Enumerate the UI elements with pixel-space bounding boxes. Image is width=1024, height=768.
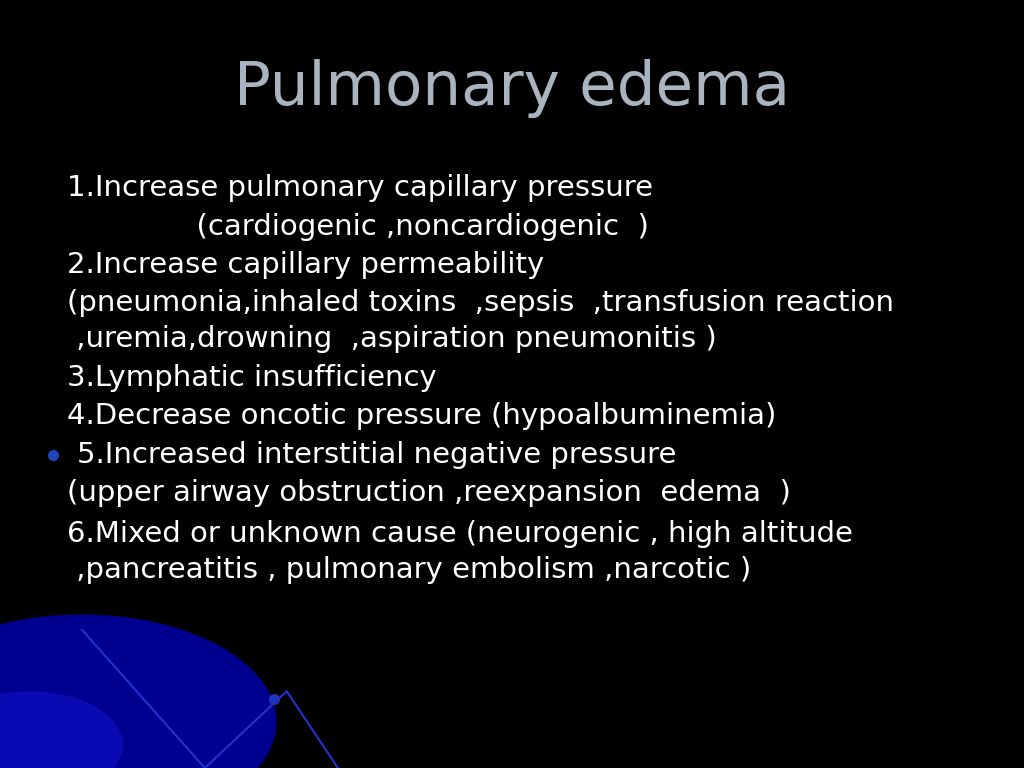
Text: (pneumonia,inhaled toxins  ,sepsis  ,transfusion reaction: (pneumonia,inhaled toxins ,sepsis ,trans… bbox=[67, 290, 894, 317]
Text: (cardiogenic ,noncardiogenic  ): (cardiogenic ,noncardiogenic ) bbox=[67, 213, 648, 240]
Ellipse shape bbox=[0, 691, 123, 768]
Text: 4.Decrease oncotic pressure (hypoalbuminemia): 4.Decrease oncotic pressure (hypoalbumin… bbox=[67, 402, 776, 430]
Text: (upper airway obstruction ,reexpansion  edema  ): (upper airway obstruction ,reexpansion e… bbox=[67, 479, 791, 507]
Text: 6.Mixed or unknown cause (neurogenic , high altitude: 6.Mixed or unknown cause (neurogenic , h… bbox=[67, 520, 852, 548]
Text: 2.Increase capillary permeability: 2.Increase capillary permeability bbox=[67, 251, 544, 279]
Text: Pulmonary edema: Pulmonary edema bbox=[234, 59, 790, 118]
Text: ,uremia,drowning  ,aspiration pneumonitis ): ,uremia,drowning ,aspiration pneumonitis… bbox=[67, 326, 717, 353]
Ellipse shape bbox=[0, 614, 276, 768]
Text: 1.Increase pulmonary capillary pressure: 1.Increase pulmonary capillary pressure bbox=[67, 174, 652, 202]
Text: 3.Lymphatic insufficiency: 3.Lymphatic insufficiency bbox=[67, 364, 436, 392]
Text: ,pancreatitis , pulmonary embolism ,narcotic ): ,pancreatitis , pulmonary embolism ,narc… bbox=[67, 556, 751, 584]
Text: 5.Increased interstitial negative pressure: 5.Increased interstitial negative pressu… bbox=[77, 441, 676, 468]
